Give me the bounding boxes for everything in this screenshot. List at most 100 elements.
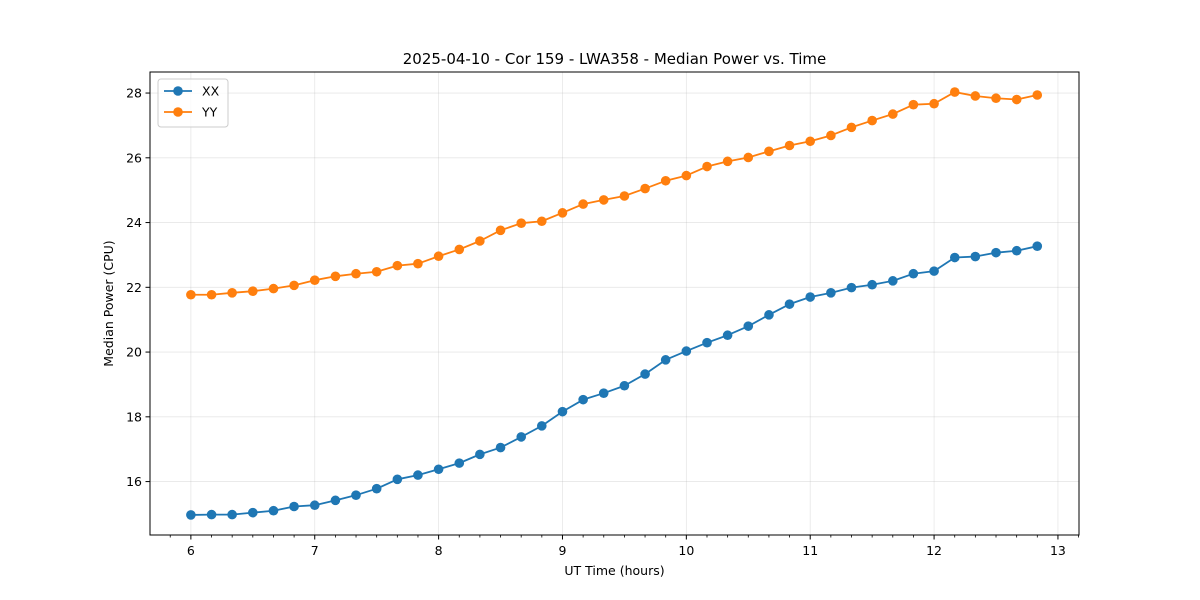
y-tick-label: 18 [126, 409, 142, 424]
data-point-xx [536, 421, 547, 431]
data-point-xx [743, 321, 754, 331]
data-point-xx [309, 500, 320, 511]
data-point-yy [578, 199, 588, 209]
data-point-xx [598, 388, 609, 398]
data-point-yy [371, 266, 382, 277]
legend: XX YY [157, 78, 229, 128]
x-tick-label: 13 [1050, 543, 1066, 558]
data-point-yy [681, 170, 692, 181]
x-tick-label: 10 [678, 543, 694, 558]
data-point-xx [949, 252, 960, 263]
data-point-xx [227, 509, 237, 520]
data-point-yy [908, 99, 919, 110]
data-point-yy [330, 271, 341, 282]
x-tick-label: 7 [311, 543, 319, 558]
data-point-yy [1032, 90, 1043, 100]
data-point-xx [516, 432, 527, 442]
data-point-xx [702, 337, 712, 348]
data-point-yy [454, 244, 465, 255]
data-point-xx [826, 288, 836, 298]
data-point-yy [970, 91, 981, 101]
y-tick-label: 16 [126, 474, 142, 489]
axes: 6 7 8 9 10 11 12 13 16 18 20 22 24 26 28 [126, 86, 1079, 558]
data-point-xx [351, 490, 361, 500]
data-point-xx [413, 470, 423, 480]
data-point-yy [309, 275, 320, 285]
data-point-xx [640, 369, 650, 379]
data-point-yy [495, 225, 506, 236]
series-layer [186, 87, 1043, 520]
data-point-xx [805, 292, 816, 302]
data-point-xx [929, 266, 939, 276]
data-point-yy [536, 216, 547, 227]
chart-title: 2025-04-10 - Cor 159 - LWA358 - Median P… [403, 50, 827, 68]
data-point-xx [495, 442, 506, 453]
data-point-xx [970, 251, 981, 262]
data-point-xx [392, 474, 403, 485]
data-point-yy [475, 236, 485, 246]
data-point-yy [413, 258, 423, 269]
data-point-yy [289, 280, 299, 291]
data-point-xx [578, 394, 588, 405]
data-point-yy [722, 156, 733, 167]
data-point-yy [619, 191, 630, 201]
y-axis-title: Median Power (CPU) [101, 240, 116, 366]
data-point-yy [227, 288, 237, 298]
data-point-xx [619, 380, 630, 391]
data-point-yy [826, 130, 836, 141]
x-tick-label: 11 [802, 543, 818, 558]
data-point-xx [888, 276, 898, 286]
data-point-yy [351, 268, 361, 279]
data-point-yy [640, 183, 650, 194]
data-point-yy [186, 289, 196, 300]
data-point-yy [743, 152, 754, 163]
data-point-yy [764, 146, 774, 157]
legend-marker-xx [173, 86, 183, 96]
plot-frame [149, 71, 1080, 536]
data-point-xx [1011, 245, 1022, 256]
data-point-yy [516, 218, 527, 229]
data-point-xx [289, 501, 299, 512]
data-point-yy [846, 122, 857, 133]
data-point-yy [660, 175, 671, 186]
data-point-xx [186, 510, 196, 520]
data-point-xx [846, 282, 857, 293]
legend-label-yy: YY [201, 105, 218, 120]
data-point-yy [991, 93, 1001, 104]
data-point-yy [433, 251, 444, 262]
data-point-xx [557, 406, 568, 417]
data-point-yy [206, 289, 217, 300]
data-point-xx [248, 507, 258, 518]
x-axis-title: UT Time (hours) [564, 563, 664, 578]
data-point-xx [764, 310, 774, 320]
data-point-yy [557, 208, 568, 218]
data-point-yy [949, 87, 960, 97]
data-point-xx [454, 458, 465, 468]
grid [150, 72, 1079, 535]
data-point-xx [268, 505, 279, 516]
data-point-xx [660, 355, 671, 365]
data-point-xx [433, 464, 444, 475]
data-point-xx [991, 247, 1001, 258]
data-point-yy [268, 283, 279, 294]
data-point-yy [598, 195, 609, 205]
data-point-yy [867, 115, 877, 126]
data-point-xx [681, 346, 692, 356]
y-tick-label: 24 [126, 215, 142, 230]
data-point-yy [888, 109, 898, 119]
x-tick-label: 9 [558, 543, 566, 558]
y-tick-label: 26 [126, 150, 142, 165]
x-tick-label: 6 [187, 543, 195, 558]
data-point-yy [392, 260, 403, 271]
data-point-yy [929, 98, 939, 109]
x-tick-label: 12 [926, 543, 942, 558]
data-point-yy [805, 136, 816, 147]
data-point-xx [784, 299, 795, 309]
y-tick-label: 28 [126, 86, 142, 101]
y-tick-label: 20 [126, 345, 142, 360]
x-tick-label: 8 [435, 543, 443, 558]
data-point-xx [206, 509, 217, 520]
legend-marker-yy [173, 107, 183, 117]
data-point-yy [1011, 94, 1022, 105]
